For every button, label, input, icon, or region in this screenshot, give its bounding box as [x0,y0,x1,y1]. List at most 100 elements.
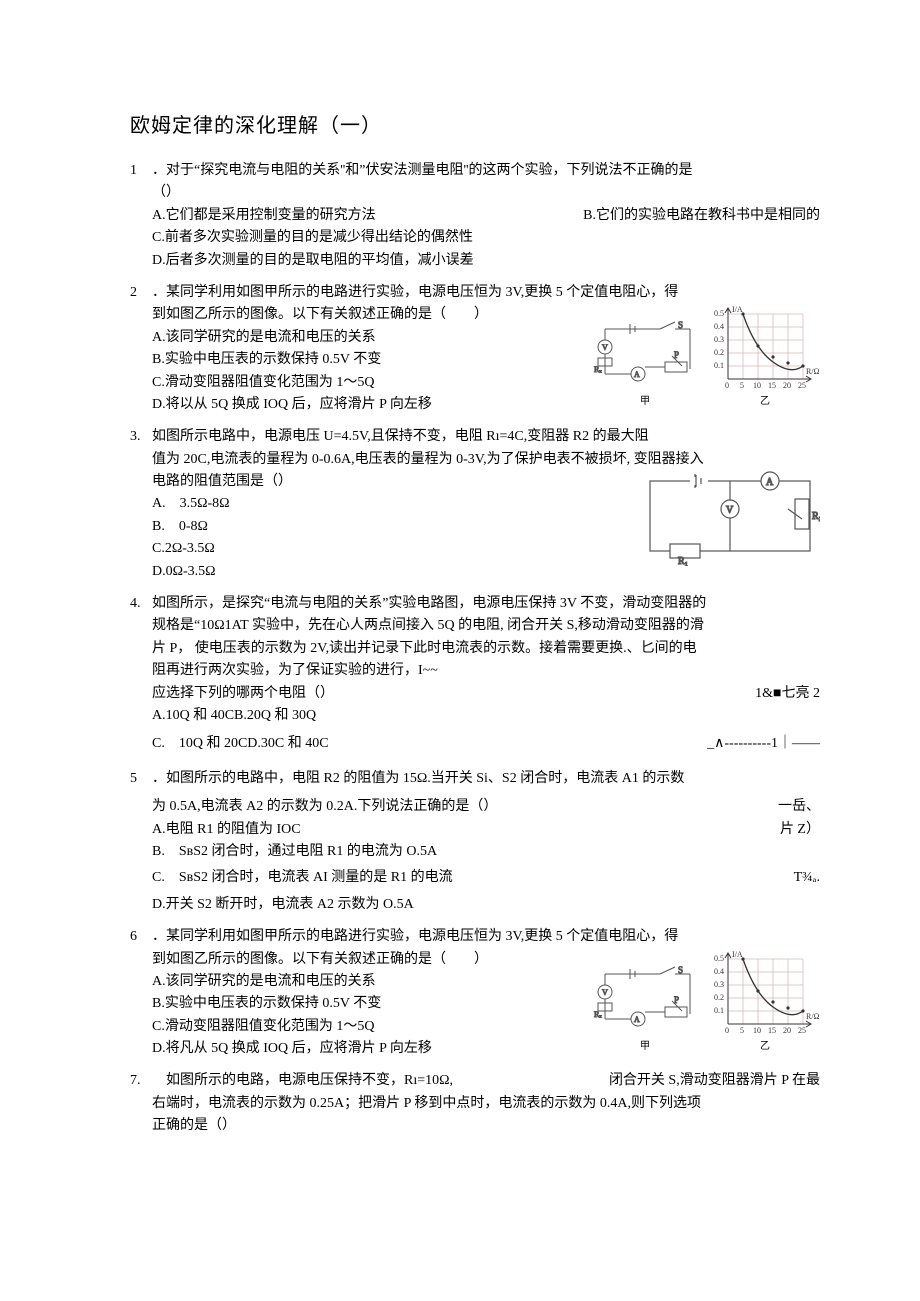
q6-opt-a: A.该同学研究的是电流和电压的关系 [130,971,590,993]
svg-text:A: A [634,370,640,379]
question-7: 7. 如图所示的电路，电源电压保持不变，Rı=10Ω, 闭合开关 S,滑动变阻器… [130,1070,820,1137]
page-title: 欧姆定律的深化理解（一） [130,110,820,142]
q6-opt-b: B.实验中电压表的示数保持 0.5V 不变 [130,993,590,1015]
q1-stem2: （） [130,182,820,204]
svg-text:A: A [766,477,774,488]
svg-text:5: 5 [740,381,744,390]
q4-opt-c-left: C. 10Q 和 20CD.30C 和 40C [152,733,329,755]
q4-l5-left: 应选择下列的哪两个电阻（） [152,683,334,705]
svg-text:R/Ω: R/Ω [806,1012,820,1021]
q7-l2: 右端时，电流表的示数为 0.25A；把滑片 P 移到中点时，电流表的示数为 0.… [130,1093,820,1115]
q5-stem: ．如图所示的电路中，电阻 R2 的阻值为 15Ω.当开关 Si、S2 闭合时，电… [152,768,820,790]
q6-opt-c: C.滑动变阻器阻值变化范围为 1～5Q [130,1016,590,1038]
svg-text:0.5: 0.5 [714,309,724,318]
q3-l3: 电路的阻值范围是（） [130,471,640,493]
q2-circuit-diagram: S P A V [590,314,700,410]
q5-l2-left: 为 0.5A,电流表 A2 的示数为 0.2A.下列说法正确的是（） [152,796,497,818]
svg-text:V: V [602,988,608,997]
q4-l3: 片 P， 使电压表的示数为 2V,读出并记录下此时电流表的示数。接着需要更换.、… [130,638,820,660]
q2-fig-right-label: 乙 [710,394,820,410]
svg-text:0.1: 0.1 [714,361,724,370]
q3-num: 3. [130,426,152,448]
svg-text:R₁: R₁ [678,556,688,566]
q4-l5-right: 1&■七亮 2 [755,683,820,705]
svg-text:5: 5 [740,1026,744,1035]
q5-l2-right: 一岳、 [778,796,820,818]
q4-opt-c-right: _∧----------1｜—— [707,733,820,755]
q6-fig-left-label: 甲 [590,1039,700,1055]
q1-stem: ．对于“探究电流与电阻的关系''和”伏安法测量电阻''的这两个实验，下列说法不正… [152,160,820,182]
q1-opt-b: B.它们的实验电路在教科书中是相同的 [583,205,820,227]
svg-text:0.2: 0.2 [714,993,724,1002]
q2-opt-b: B.实验中电压表的示数保持 0.5V 不变 [130,349,590,371]
q5-opt-c-right: T¾ₐ. [794,867,820,889]
q3-opt-d: D.0Ω-3.5Ω [130,561,640,583]
q5-opt-b: B. SʙS2 闭合时，通过电阻 R1 的电流为 O.5A [130,841,820,863]
svg-text:V: V [726,505,734,516]
q5-opt-a-left: A.电阻 R1 的阻值为 IOC [152,819,301,841]
q3-l2: 值为 20C,电流表的量程为 0-0.6A,电压表的量程为 0-3V,为了保护电… [130,449,820,471]
q3-opt-b: B. 0-8Ω [130,516,640,538]
q2-chart: 0.5 0.4 0.3 0.2 0.1 0 5 10 15 20 25 I/A [710,304,820,410]
q6-num: 6 [130,926,152,948]
q6-opt-d: D.将凡从 5Q 换成 IOQ 后，应将滑片 P 向左移 [130,1038,590,1060]
q4-l2: 规格是“10Ω1AT 实验中，先在心人两点间接入 5Q 的电阻, 闭合开关 S,… [130,615,820,637]
q1-opt-a: A.它们都是采用控制变量的研究方法 [152,205,376,227]
q2-num: 2 [130,282,152,304]
q5-opt-a-right: 片 Z） [780,819,820,841]
q7-num: 7. [130,1070,152,1092]
svg-text:0.5: 0.5 [714,954,724,963]
svg-text:0.4: 0.4 [714,322,724,331]
q2-opt-d: D.将以从 5Q 换成 IOQ 后，应将滑片 P 向左移 [130,394,590,416]
svg-text:Rₓ: Rₓ [594,365,602,374]
q1-opt-d: D.后者多次测量的目的是取电阻的平均值，减小误差 [130,250,820,272]
q3-opt-c: C.2Ω-3.5Ω [130,538,640,560]
svg-text:R₂: R₂ [812,511,820,522]
q5-opt-c-left: C. SʙS2 闭合时，电流表 AI 测量的是 R1 的电流 [152,867,453,889]
q7-l3: 正确的是（） [130,1115,820,1137]
svg-text:0: 0 [725,381,729,390]
q6-circuit-diagram: S P A V [590,959,700,1055]
q1-num: 1 [130,160,152,182]
q2-opt-a: A.该同学研究的是电流和电压的关系 [130,327,590,349]
svg-text:20: 20 [783,381,791,390]
q2-fig-left-label: 甲 [590,394,700,410]
q5-opt-d: D.开关 S2 断开时，电流表 A2 示数为 O.5A [130,894,820,916]
question-5: 5 ．如图所示的电路中，电阻 R2 的阻值为 15Ω.当开关 Si、S2 闭合时… [130,768,820,916]
svg-text:I/A: I/A [732,950,743,959]
q2-opt-c: C.滑动变阻器阻值变化范围为 1～5Q [130,372,590,394]
svg-text:V: V [602,343,608,352]
q4-stem: 如图所示，是探究“电流与电阻的关系”实验电路图，电源电压保持 3V 不变，滑动变… [152,593,820,615]
q6-fig-right-label: 乙 [710,1039,820,1055]
question-1: 1 ．对于“探究电流与电阻的关系''和”伏安法测量电阻''的这两个实验，下列说法… [130,160,820,272]
svg-text:25: 25 [798,381,806,390]
q1-opt-c: C.前者多次实验测量的目的是减少得出结论的偶然性 [130,227,820,249]
svg-text:A: A [634,1015,640,1024]
svg-text:10: 10 [753,1026,761,1035]
q5-num: 5 [130,768,152,790]
svg-text:15: 15 [768,381,776,390]
q3-stem: 如图所示电路中，电源电压 U=4.5V,且保持不变，电阻 Rı=4C,变阻器 R… [152,426,820,448]
question-3: 3. 如图所示电路中，电源电压 U=4.5V,且保持不变，电阻 Rı=4C,变阻… [130,426,820,583]
q2-chart-xlabel: R/Ω [806,367,820,376]
svg-text:0.3: 0.3 [714,980,724,989]
question-4: 4. 如图所示，是探究“电流与电阻的关系”实验电路图，电源电压保持 3V 不变，… [130,593,820,756]
svg-text:Rₓ: Rₓ [594,1010,602,1019]
svg-text:15: 15 [768,1026,776,1035]
svg-text:0.4: 0.4 [714,967,724,976]
q4-l4: 阻再进行两次实验，为了保证实验的进行，I~~ [130,660,820,682]
svg-text:10: 10 [753,381,761,390]
q2-stem: ．某同学利用如图甲所示的电路进行实验，电源电压恒为 3V,更换 5 个定值电阻心… [152,282,820,304]
svg-text:20: 20 [783,1026,791,1035]
svg-text:0.2: 0.2 [714,348,724,357]
svg-text:P: P [674,995,679,1005]
q4-opt-a: A.10Q 和 40CB.20Q 和 30Q [130,705,820,727]
q7-stem-left: 如图所示的电路，电源电压保持不变，Rı=10Ω, [152,1070,453,1092]
svg-text:25: 25 [798,1026,806,1035]
question-6: 6 ．某同学利用如图甲所示的电路进行实验，电源电压恒为 3V,更换 5 个定值电… [130,926,820,1060]
q2-chart-ylabel: I/A [732,305,743,314]
q6-stem: ．某同学利用如图甲所示的电路进行实验，电源电压恒为 3V,更换 5 个定值电阻心… [152,926,820,948]
svg-text:0.3: 0.3 [714,335,724,344]
q2-l2: 到如图乙所示的图像。以下有关叙述正确的是（ ） [130,304,590,326]
svg-text:P: P [674,350,679,360]
